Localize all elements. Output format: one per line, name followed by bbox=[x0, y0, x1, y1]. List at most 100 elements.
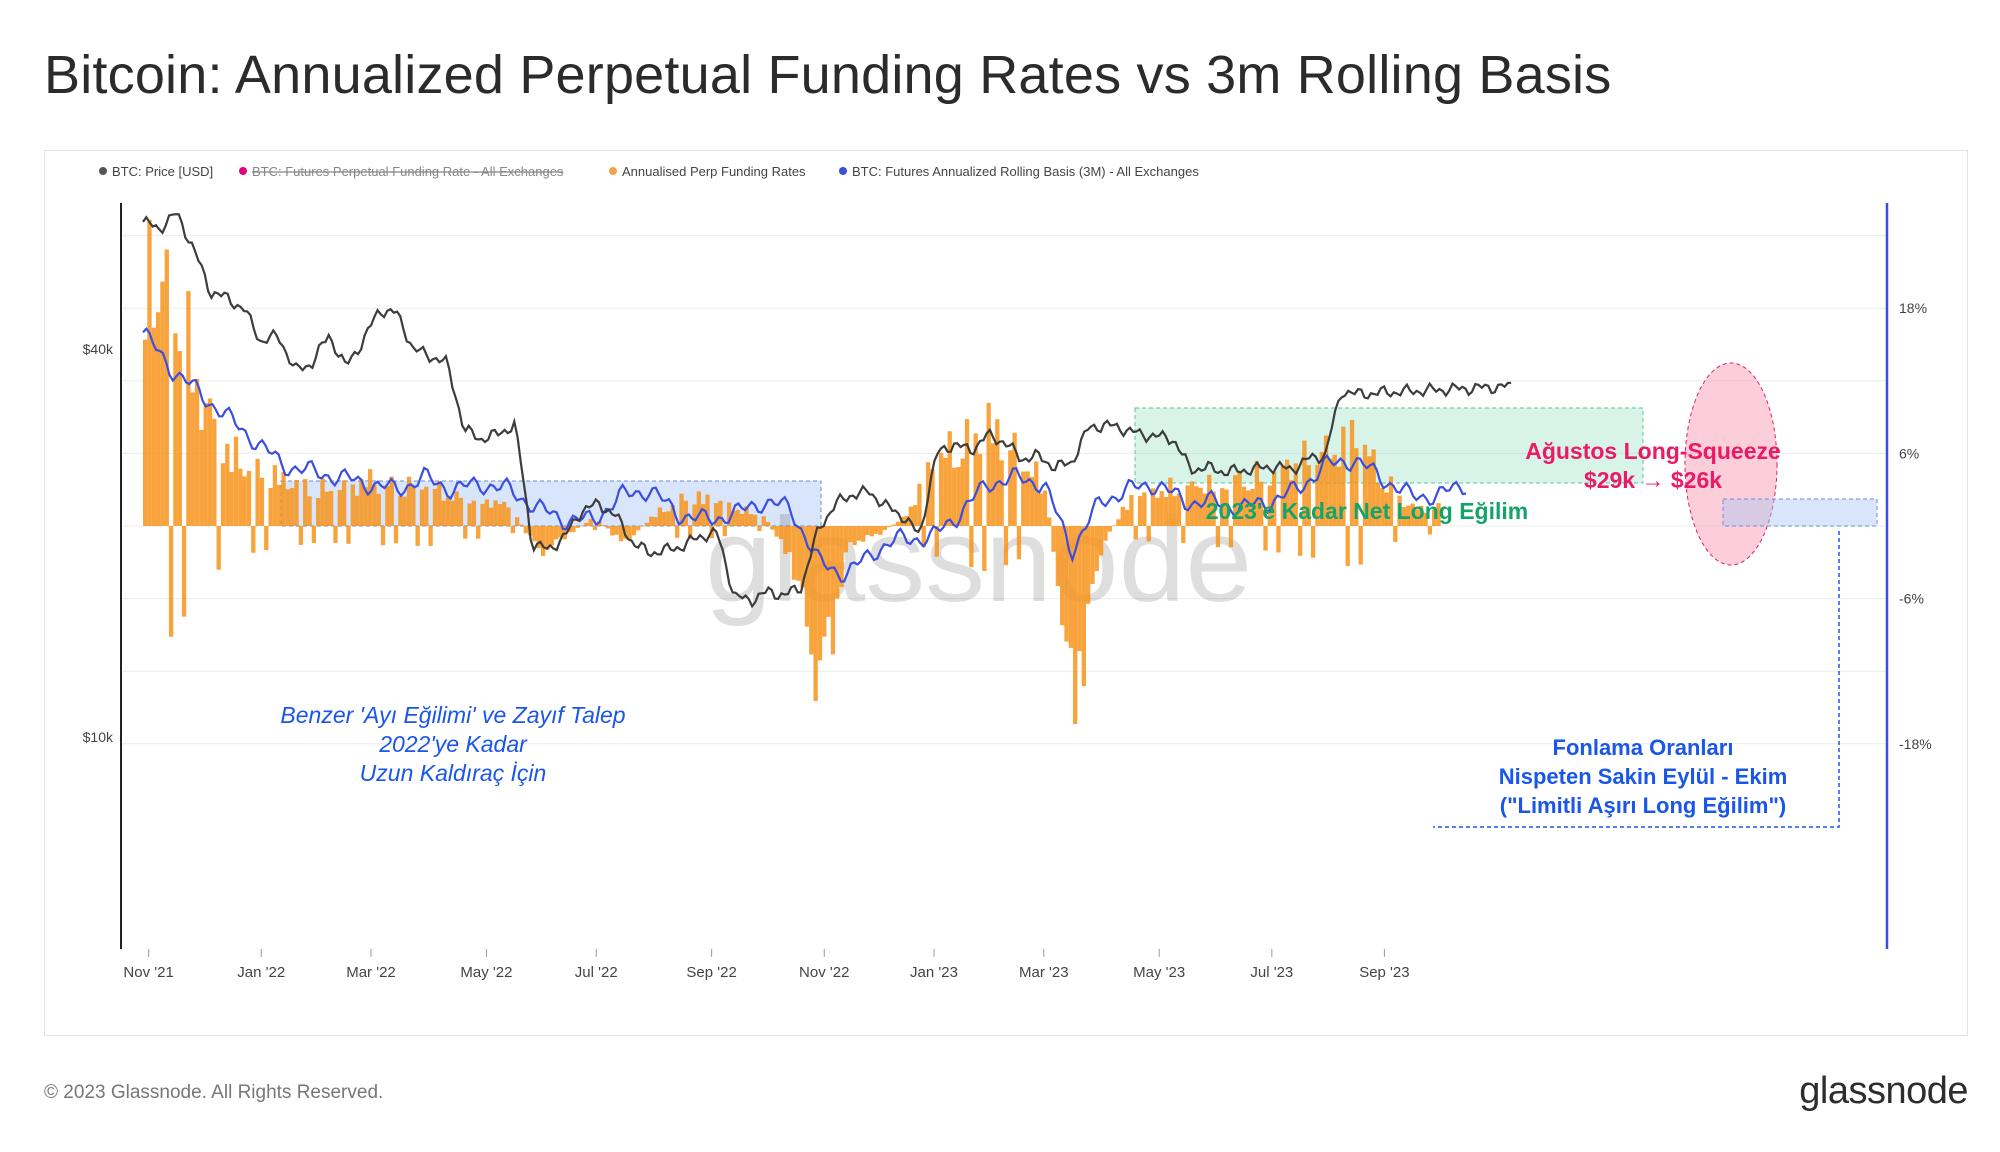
funding-bar bbox=[878, 526, 883, 535]
funding-bar bbox=[1129, 495, 1134, 526]
funding-bar bbox=[1211, 491, 1216, 526]
funding-bar bbox=[1263, 526, 1268, 551]
funding-bar bbox=[268, 487, 273, 526]
funding-bar bbox=[1163, 497, 1169, 526]
annotation-bear: Uzun Kaldıraç İçin bbox=[360, 760, 547, 786]
funding-bar bbox=[553, 526, 559, 540]
funding-bar bbox=[1142, 492, 1147, 526]
funding-bar bbox=[1086, 526, 1091, 604]
funding-bar bbox=[415, 526, 420, 546]
funding-bar bbox=[493, 500, 498, 526]
legend[interactable]: BTC: Price [USD] BTC: Futures Perpetual F… bbox=[99, 164, 1199, 179]
funding-bar bbox=[1419, 505, 1424, 526]
funding-bar bbox=[519, 524, 524, 526]
funding-bar bbox=[1328, 458, 1333, 526]
funding-bar bbox=[458, 497, 464, 526]
funding-bar bbox=[813, 526, 818, 701]
funding-bar bbox=[688, 526, 693, 539]
funding-bar bbox=[1181, 526, 1186, 543]
funding-bar bbox=[791, 526, 797, 580]
funding-bar bbox=[1414, 509, 1420, 526]
funding-bar bbox=[934, 526, 939, 557]
funding-bar bbox=[1008, 450, 1013, 526]
funding-bar bbox=[1016, 526, 1022, 560]
funding-bar bbox=[380, 526, 386, 546]
funding-bar bbox=[874, 526, 879, 534]
legend-item[interactable]: BTC: Futures Perpetual Funding Rate - Al… bbox=[239, 164, 564, 179]
funding-bar bbox=[843, 526, 849, 553]
legend-item[interactable]: BTC: Futures Annualized Rolling Basis (3… bbox=[839, 164, 1199, 179]
funding-bar bbox=[333, 526, 338, 543]
funding-bar bbox=[1241, 486, 1247, 526]
funding-bar bbox=[177, 351, 182, 526]
funding-bar bbox=[359, 479, 364, 526]
x-tick-label: Jan '23 bbox=[910, 964, 958, 981]
funding-bar bbox=[536, 526, 541, 549]
funding-bar bbox=[744, 506, 749, 526]
funding-bar bbox=[930, 469, 935, 526]
funding-bar bbox=[882, 526, 887, 530]
funding-bar bbox=[969, 526, 974, 568]
funding-bar bbox=[951, 467, 957, 526]
funding-bar bbox=[761, 516, 766, 526]
funding-bar bbox=[558, 526, 563, 538]
funding-bar bbox=[1289, 480, 1294, 526]
funding-bar bbox=[502, 501, 507, 526]
funding-bar bbox=[636, 526, 641, 531]
funding-bar bbox=[229, 472, 234, 526]
funding-bar bbox=[653, 517, 658, 526]
funding-bar bbox=[662, 511, 667, 526]
y-right-tick-label: 6% bbox=[1899, 445, 1919, 461]
funding-bar bbox=[484, 499, 490, 526]
funding-bar bbox=[510, 526, 515, 534]
funding-bar bbox=[1267, 485, 1272, 526]
funding-bar bbox=[203, 403, 208, 526]
funding-bar bbox=[895, 521, 900, 526]
funding-bar bbox=[757, 526, 762, 531]
funding-bar bbox=[290, 487, 295, 526]
funding-bar bbox=[809, 526, 814, 655]
funding-bar bbox=[1137, 496, 1143, 526]
funding-bar bbox=[389, 476, 394, 526]
funding-bar bbox=[1384, 492, 1389, 526]
funding-bar bbox=[1111, 525, 1117, 526]
funding-bar bbox=[454, 491, 459, 526]
annotation-calm: Fonlama Oranları bbox=[1553, 735, 1734, 760]
funding-bar bbox=[545, 526, 550, 551]
funding-bar bbox=[1401, 506, 1407, 526]
chart-canvas: BTC: Price [USD] BTC: Futures Perpetual F… bbox=[83, 164, 1932, 981]
funding-bar bbox=[264, 526, 269, 551]
funding-bar bbox=[1432, 509, 1437, 526]
funding-bar bbox=[1155, 497, 1160, 526]
funding-bar bbox=[181, 526, 187, 617]
legend-item[interactable]: Annualised Perp Funding Rates bbox=[609, 164, 806, 179]
legend-item[interactable]: BTC: Price [USD] bbox=[99, 164, 213, 179]
page-title: Bitcoin: Annualized Perpetual Funding Ra… bbox=[44, 45, 1612, 105]
funding-bar bbox=[385, 485, 390, 526]
funding-bar bbox=[1064, 526, 1069, 642]
funding-bar bbox=[406, 476, 412, 526]
legend-dot bbox=[239, 167, 247, 175]
funding-bar bbox=[571, 526, 576, 533]
funding-bar bbox=[445, 497, 451, 526]
funding-bar bbox=[316, 498, 321, 526]
funding-bar bbox=[441, 500, 446, 526]
funding-bar bbox=[1315, 464, 1320, 526]
funding-bar bbox=[467, 503, 472, 526]
annotation-squeeze: Ağustos Long-Squeeze bbox=[1525, 438, 1781, 464]
funding-bar bbox=[718, 500, 723, 526]
x-tick-label: Nov '22 bbox=[799, 964, 849, 981]
funding-bar bbox=[869, 526, 875, 537]
net-long-box bbox=[1134, 407, 1644, 484]
brand-logo: glassnode bbox=[1799, 1070, 1968, 1112]
funding-bar bbox=[1168, 477, 1173, 526]
funding-bar bbox=[1133, 526, 1138, 540]
x-tick-label: Sep '23 bbox=[1359, 964, 1409, 981]
funding-bar bbox=[285, 489, 291, 526]
funding-bar bbox=[614, 526, 619, 535]
funding-bar bbox=[1003, 526, 1009, 566]
annotations: Benzer 'Ayı Eğilimi' ve Zayıf Talep 2022'… bbox=[280, 438, 1787, 818]
funding-bar bbox=[986, 402, 991, 526]
annotation-bear: 2022'ye Kadar bbox=[378, 731, 528, 757]
funding-bar bbox=[363, 487, 368, 526]
